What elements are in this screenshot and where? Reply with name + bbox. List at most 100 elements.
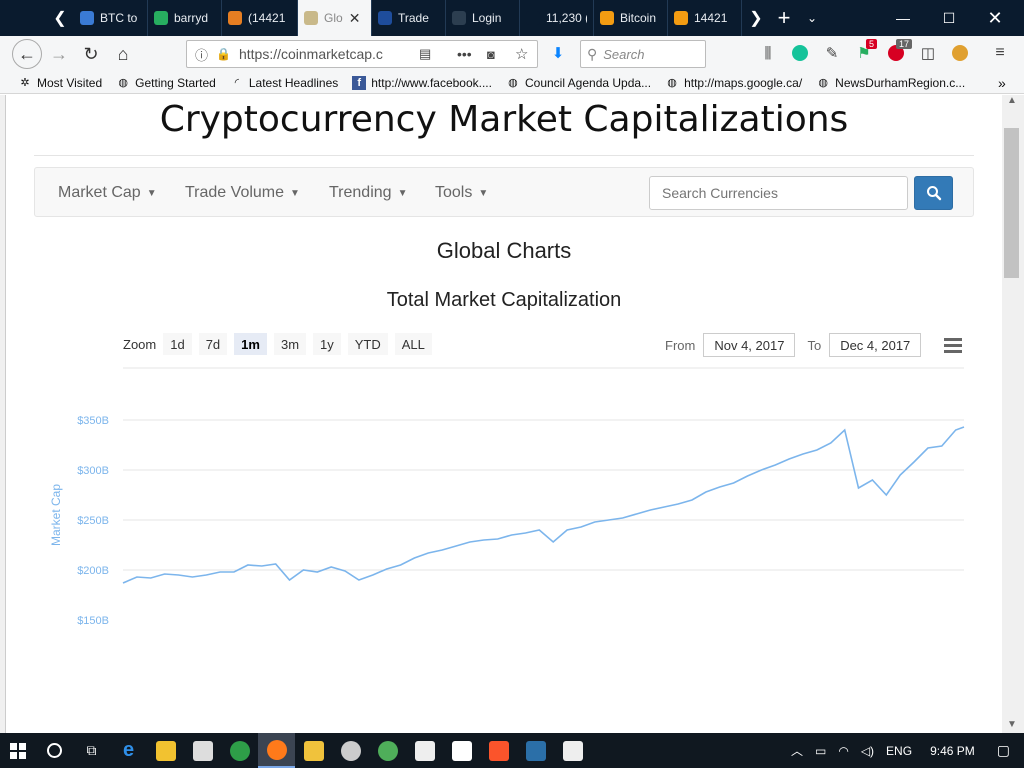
minimize-button[interactable]: — <box>896 10 910 26</box>
search-icon: ⚲ <box>587 45 598 62</box>
language-indicator[interactable]: ENG <box>886 743 913 758</box>
gear-icon: ✲ <box>20 77 30 89</box>
tab-favicon-icon <box>526 11 540 25</box>
file-explorer-icon[interactable] <box>147 733 184 768</box>
battery-icon[interactable]: ▭ <box>814 743 827 758</box>
browser-tab[interactable]: barryd <box>148 0 222 36</box>
maximize-button[interactable]: ☐ <box>942 9 956 26</box>
bookmark-latest-headlines[interactable]: ◜ Latest Headlines <box>230 76 339 90</box>
scroll-tabs-left-button[interactable]: ❮ <box>53 10 67 27</box>
reader-view-icon[interactable]: ▤ <box>419 46 432 61</box>
snipping-tool-icon[interactable] <box>517 733 554 768</box>
zoom-button-ytd[interactable]: YTD <box>347 333 388 355</box>
page-viewport: Cryptocurrency Market Capitalizations Ma… <box>6 95 1002 733</box>
zoom-button-1y[interactable]: 1y <box>313 333 341 355</box>
info-icon[interactable]: ⓘ <box>195 47 209 63</box>
task-view-icon[interactable]: ⧉ <box>86 742 97 758</box>
grammarly-icon[interactable] <box>790 43 810 63</box>
calculator-icon[interactable] <box>443 733 480 768</box>
globe-icon: ◍ <box>818 77 828 89</box>
bookmark-google-maps[interactable]: ◍ http://maps.google.ca/ <box>665 76 802 90</box>
menu-market-cap[interactable]: Market Cap ▼ <box>58 184 157 201</box>
tab-label: Bitcoin <box>620 11 657 25</box>
bookmarks-overflow-icon[interactable]: » <box>998 74 1006 91</box>
bookmark-star-icon[interactable]: ☆ <box>515 46 529 63</box>
menu-trade-volume[interactable]: Trade Volume ▼ <box>185 184 300 201</box>
bookmark-most-visited[interactable]: ✲ Most Visited <box>18 76 102 90</box>
forward-button[interactable]: → <box>50 43 68 64</box>
from-date-input[interactable]: Nov 4, 2017 <box>703 333 796 357</box>
address-bar[interactable]: ⓘ 🔒 https://coinmarketcap.c ▤ ••• ◙ ☆ <box>186 40 538 68</box>
bookmark-council-agenda[interactable]: ◍ Council Agenda Upda... <box>506 76 651 90</box>
notifications-icon[interactable]: ▢ <box>996 742 1010 758</box>
photos-icon[interactable] <box>554 733 591 768</box>
wifi-icon[interactable]: ◠ <box>838 743 849 758</box>
browser-tab[interactable]: Login <box>446 0 520 36</box>
zoom-button-7d[interactable]: 7d <box>198 333 228 355</box>
zoom-button-1d[interactable]: 1d <box>163 333 192 355</box>
close-tab-icon[interactable]: ✕ <box>348 9 361 26</box>
browser-search-box[interactable]: ⚲ Search <box>580 40 706 68</box>
system-tray: ︿ ▭ ◠ ◁) ENG 9:46 PM ▢ <box>791 733 1024 768</box>
windows-start-icon[interactable] <box>0 733 36 768</box>
home-button[interactable]: ⌂ <box>117 43 129 64</box>
hamburger-menu-icon[interactable]: ≡ <box>995 44 1005 61</box>
adblock-icon[interactable] <box>886 43 906 63</box>
browser-tab[interactable]: BTC to <box>74 0 148 36</box>
paint-icon[interactable] <box>332 733 369 768</box>
menu-trending[interactable]: Trending ▼ <box>329 184 408 201</box>
library-icon[interactable]: ⫼ <box>764 44 772 62</box>
bookmark-getting-started[interactable]: ◍ Getting Started <box>116 76 216 90</box>
download-icon[interactable]: ⬇ <box>551 45 565 62</box>
brave-icon[interactable] <box>480 733 517 768</box>
globe-icon: ◍ <box>508 77 518 89</box>
currency-search-button[interactable] <box>914 176 953 210</box>
new-tab-button[interactable]: + <box>777 5 791 30</box>
currency-search-input[interactable] <box>649 176 908 210</box>
sidebar-icon[interactable]: ◫ <box>920 45 936 62</box>
zoom-button-all[interactable]: ALL <box>394 333 432 355</box>
bookmark-news-durham[interactable]: ◍ NewsDurhamRegion.c... <box>816 76 965 90</box>
show-hidden-icons-icon[interactable]: ︿ <box>790 744 803 758</box>
extension-icon[interactable]: ⚑ <box>857 45 871 62</box>
bookmark-facebook[interactable]: f http://www.facebook.... <box>352 75 492 90</box>
chart-context-menu-icon[interactable] <box>942 336 964 354</box>
calculator-grid-icon[interactable] <box>295 733 332 768</box>
browser-tab[interactable]: Bitcoin <box>594 0 668 36</box>
clock[interactable]: 9:46 PM <box>930 743 975 758</box>
eyedropper-icon[interactable]: ✎ <box>825 45 839 62</box>
globe-app-icon[interactable] <box>369 733 406 768</box>
store-icon[interactable] <box>184 733 221 768</box>
browser-tab[interactable]: (14421 <box>222 0 298 36</box>
tab-favicon-icon <box>674 11 688 25</box>
extension-badge: 5 <box>866 39 878 49</box>
scroll-tabs-right-button[interactable]: ❯ <box>749 10 763 27</box>
browser-tab[interactable]: Glo ✕ <box>298 0 372 36</box>
tab-label: 11,230 (BT <box>546 11 587 25</box>
monkey-extension-icon[interactable] <box>950 43 970 63</box>
scroll-down-arrow-icon[interactable]: ▼ <box>1007 719 1017 730</box>
pocket-icon[interactable]: ◙ <box>487 46 495 62</box>
zoom-button-1m[interactable]: 1m <box>234 333 267 355</box>
to-date-input[interactable]: Dec 4, 2017 <box>829 333 922 357</box>
chrome-icon[interactable] <box>221 733 258 768</box>
main-navbar: Market Cap ▼ Trade Volume ▼ Trending ▼ Tool… <box>34 167 974 217</box>
mail-icon[interactable] <box>406 733 443 768</box>
browser-tab[interactable]: 14421 <box>668 0 742 36</box>
back-button[interactable]: ← <box>12 39 42 69</box>
volume-icon[interactable]: ◁) <box>860 743 875 758</box>
reload-button[interactable]: ↻ <box>83 43 99 64</box>
cortana-search-icon[interactable] <box>36 733 73 768</box>
page-actions-icon[interactable]: ••• <box>457 46 472 62</box>
browser-tab[interactable]: 11,230 (BT <box>520 0 594 36</box>
firefox-icon[interactable] <box>258 733 295 768</box>
edge-browser-icon[interactable]: e <box>122 739 135 761</box>
url-text[interactable]: https://coinmarketcap.c <box>238 46 383 62</box>
menu-tools[interactable]: Tools ▼ <box>435 184 489 201</box>
close-window-button[interactable]: ✕ <box>987 7 1003 28</box>
list-tabs-button[interactable]: ⌄ <box>806 11 818 25</box>
zoom-button-3m[interactable]: 3m <box>273 333 307 355</box>
browser-tab[interactable]: Trade <box>372 0 446 36</box>
scroll-up-arrow-icon[interactable]: ▲ <box>1007 95 1017 106</box>
scrollbar-thumb[interactable] <box>1004 128 1019 278</box>
